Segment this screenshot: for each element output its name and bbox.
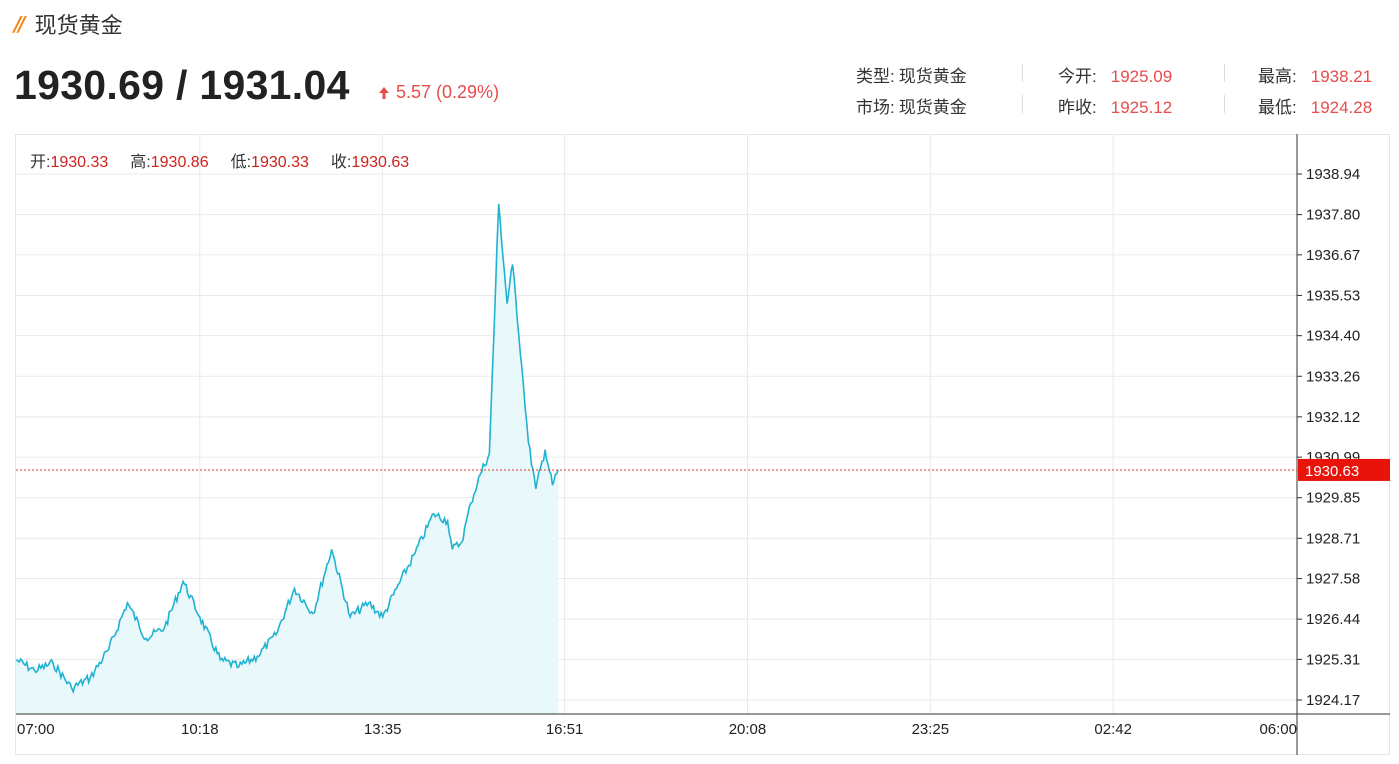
y-tick-label: 1927.58: [1306, 571, 1360, 588]
y-tick-label: 1925.31: [1306, 651, 1360, 668]
grid: [16, 134, 1297, 714]
ohlc-low-label: 低:: [230, 154, 252, 171]
info-divider: [1022, 95, 1023, 113]
ohlc-low-value: 1930.33: [251, 154, 309, 171]
ohlc-high-label: 高:: [130, 154, 151, 171]
x-tick-label: 02:42: [1094, 721, 1132, 738]
info-open: 今开: 1925.09: [1058, 62, 1172, 87]
info-market-label: 市场:: [856, 98, 895, 117]
info-high-value: 1938.21: [1310, 67, 1373, 86]
y-tick-label: 1938.94: [1306, 166, 1360, 183]
current-price-label: 1930.63: [1305, 463, 1359, 480]
x-tick-label: 16:51: [546, 721, 584, 738]
info-low: 最低: 1924.28: [1258, 93, 1372, 118]
y-tick-label: 1932.12: [1306, 409, 1360, 426]
info-divider: [1224, 95, 1225, 113]
ohlc-low: 低:1930.33: [231, 148, 309, 172]
ohlc-high: 高:1930.86: [130, 148, 208, 172]
info-type: 类型: 现货黄金: [856, 62, 967, 87]
page-title: 现货黄金: [34, 14, 123, 39]
title-bar: // 现货黄金: [14, 8, 123, 40]
info-market-value: 现货黄金: [898, 98, 967, 117]
y-tick-label: 1926.44: [1306, 611, 1360, 628]
brand-slash-icon: //: [14, 12, 25, 36]
info-prev-close-value: 1925.12: [1110, 98, 1173, 117]
info-low-value: 1924.28: [1310, 98, 1373, 117]
info-market: 市场: 现货黄金: [856, 93, 967, 118]
y-tick-label: 1934.40: [1306, 328, 1360, 345]
x-tick-label: 13:35: [364, 721, 402, 738]
price-change: 5.57 (0.29%): [378, 82, 499, 103]
info-divider: [1224, 64, 1225, 82]
x-tick-label: 10:18: [181, 721, 219, 738]
info-open-value: 1925.09: [1110, 67, 1173, 86]
ohlc-open: 开:1930.33: [30, 148, 108, 172]
ohlc-high-value: 1930.86: [150, 154, 209, 171]
x-tick-label: 07:00: [17, 721, 55, 738]
price-area: [15, 203, 559, 714]
info-high-label: 最高:: [1258, 67, 1297, 86]
info-divider: [1022, 64, 1023, 82]
x-tick-label: 23:25: [912, 721, 950, 738]
change-value: 5.57 (0.29%): [396, 82, 500, 102]
bid-ask-price: 1930.69 / 1931.04: [14, 62, 350, 108]
y-tick-label: 1936.67: [1306, 247, 1360, 264]
current-price-tag: [1298, 458, 1390, 481]
price-line: [15, 203, 559, 695]
info-low-label: 最低:: [1258, 98, 1297, 117]
y-tick-label: 1933.26: [1306, 368, 1360, 385]
y-tick-label: 1937.80: [1306, 207, 1360, 224]
up-arrow-icon: [379, 86, 389, 99]
x-tick-label: 06:00: [1259, 721, 1297, 738]
info-prev-close-label: 昨收:: [1058, 98, 1097, 117]
info-type-label: 类型:: [856, 67, 895, 86]
ohlc-readout: 开:1930.33 高:1930.86 低:1930.33 收:1930.63: [30, 148, 431, 172]
x-tick-label: 20:08: [729, 721, 767, 738]
ohlc-close-label: 收:: [330, 154, 352, 171]
info-open-label: 今开:: [1058, 67, 1097, 86]
ohlc-open-label: 开:: [30, 154, 51, 171]
ohlc-open-value: 1930.33: [50, 154, 109, 171]
chart-panel[interactable]: [15, 134, 1390, 755]
axes: 1938.94 1937.80 1936.67 1935.53 1934.40 1933.…: [16, 134, 1390, 755]
info-type-value: 现货黄金: [898, 67, 967, 86]
y-tick-label: 1935.53: [1306, 287, 1360, 304]
y-tick-label: 1928.71: [1306, 530, 1360, 547]
y-tick-label: 1924.17: [1306, 692, 1360, 709]
info-high: 最高: 1938.21: [1258, 62, 1372, 87]
ohlc-close-value: 1930.63: [351, 154, 410, 171]
ohlc-close: 收:1930.63: [331, 148, 409, 172]
price-area-fill: [16, 203, 559, 714]
info-prev-close: 昨收: 1925.12: [1058, 93, 1172, 118]
y-tick-label: 1929.85: [1306, 490, 1360, 507]
